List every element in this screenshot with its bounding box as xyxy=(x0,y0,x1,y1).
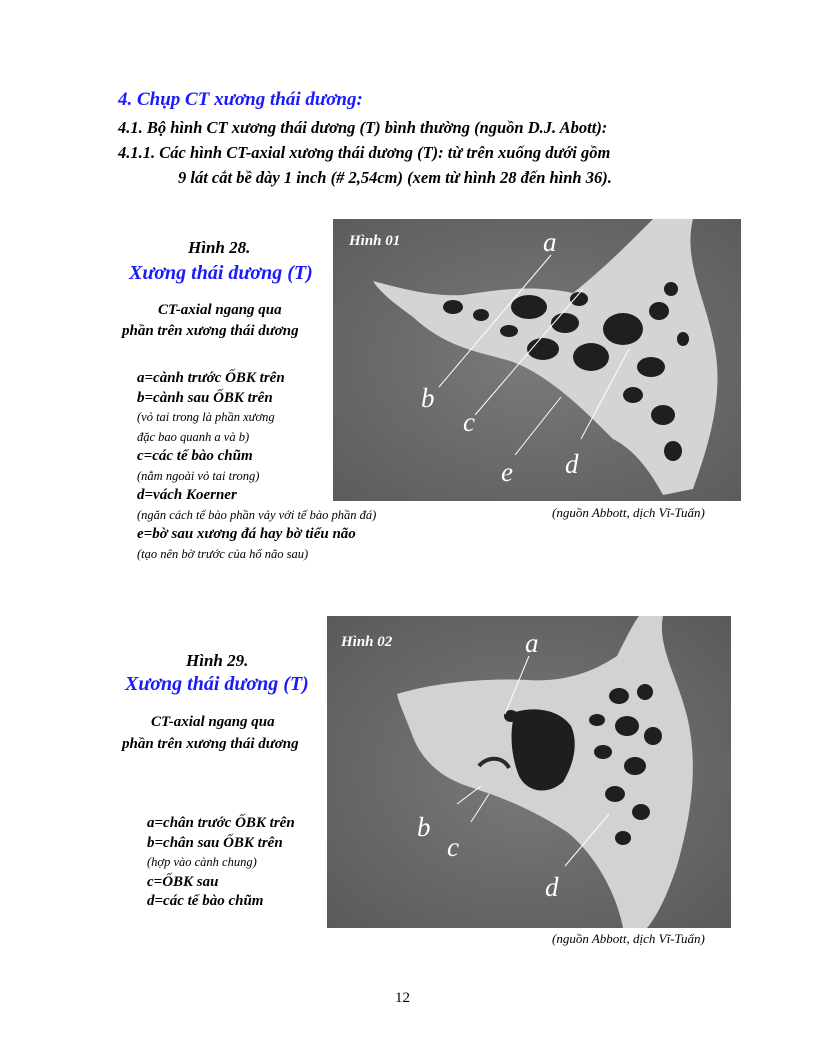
ct-scan-graphic-1 xyxy=(333,219,741,501)
ct-letter-a: a xyxy=(525,628,539,658)
section-subheading: 4.1. Bộ hình CT xương thái dương (T) bìn… xyxy=(118,118,608,137)
ct-image-2: Hình 02 a b c d xyxy=(327,616,731,928)
ct-image-1: Hình 01 a b c d e xyxy=(333,219,741,501)
ct-letter-c: c xyxy=(463,407,475,437)
figure-1-source: (nguồn Abbott, dịch Vĩ-Tuấn) xyxy=(552,505,705,520)
figure-2-label: Hình 29. xyxy=(186,651,249,670)
ct-letter-c: c xyxy=(447,832,459,862)
figure-1-subtitle-2: phần trên xương thái dương xyxy=(122,323,299,339)
ct-letter-b: b xyxy=(421,383,435,413)
ct-image-1-title: Hình 01 xyxy=(349,233,401,249)
ct-image-2-title: Hình 02 xyxy=(341,634,393,650)
legend-item: d=vách Koerner xyxy=(137,487,237,503)
figure-2-subtitle-2: phần trên xương thái dương xyxy=(122,736,299,752)
subsection-line-1: 4.1.1. Các hình CT-axial xương thái dươn… xyxy=(118,143,611,162)
legend-note: (ngăn cách tế bào phần vảy với tế bào ph… xyxy=(137,507,377,522)
legend-note: (hợp vào cành chung) xyxy=(147,855,257,869)
legend-item: c=các tế bào chũm xyxy=(137,448,253,464)
figure-2-legend: a=chân trước ỐBK trên b=chân sau ỐBK trê… xyxy=(147,814,295,912)
ct-scan-graphic-2 xyxy=(327,616,731,928)
legend-item: c=ỐBK sau xyxy=(147,873,219,890)
legend-item: d=các tế bào chũm xyxy=(147,893,264,909)
figure-1-subtitle-1: CT-axial ngang qua xyxy=(158,302,282,318)
legend-item: e=bờ sau xương đá hay bờ tiểu não xyxy=(137,526,356,542)
page-number: 12 xyxy=(395,990,410,1006)
figure-1-label: Hình 28. xyxy=(188,238,251,257)
figure-2-title: Xương thái dương (T) xyxy=(125,673,309,695)
figure-1-title: Xương thái dương (T) xyxy=(129,262,313,284)
legend-note: (nằm ngoài vỏ tai trong) xyxy=(137,468,260,483)
legend-item: b=cành sau ỐBK trên xyxy=(137,389,273,406)
section-heading: 4. Chụp CT xương thái dương: xyxy=(118,89,363,110)
ct-letter-b: b xyxy=(417,812,431,842)
ct-letter-e: e xyxy=(501,457,513,487)
ct-letter-d: d xyxy=(545,872,559,902)
legend-note: (vỏ tai trong là phần xương xyxy=(137,410,275,424)
figure-1-legend: a=cành trước ỐBK trên b=cành sau ỐBK trê… xyxy=(137,369,376,564)
ct-letter-d: d xyxy=(565,449,579,479)
legend-note: đặc bao quanh a và b) xyxy=(137,429,250,444)
legend-note: (tạo nên bờ trước của hố não sau) xyxy=(137,546,309,561)
legend-item: b=chân sau ỐBK trên xyxy=(147,834,283,851)
figure-2-source: (nguồn Abbott, dịch Vĩ-Tuấn) xyxy=(552,931,705,946)
legend-item: a=cành trước ỐBK trên xyxy=(137,370,285,386)
figure-2-subtitle-1: CT-axial ngang qua xyxy=(151,714,275,730)
ct-letter-a: a xyxy=(543,227,557,257)
legend-item: a=chân trước ỐBK trên xyxy=(147,815,295,831)
subsection-line-2: 9 lát cắt bề dày 1 inch (# 2,54cm) (xem … xyxy=(178,168,612,187)
